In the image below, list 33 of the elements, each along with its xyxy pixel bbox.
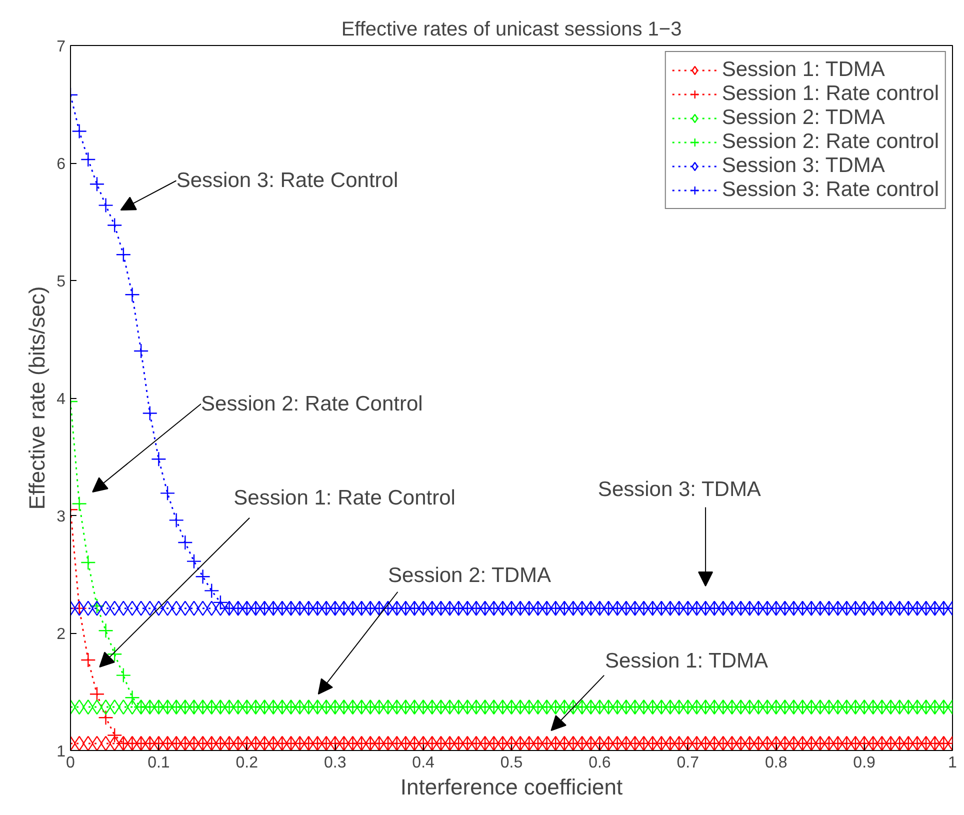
y-tick-label: 6 [56,156,66,173]
x-tick-label: 0.7 [676,754,700,772]
y-tick-label: 7 [56,38,66,56]
y-tick-label: 3 [56,508,66,526]
annotation: Session 3: TDMA [598,478,761,502]
annotation: Session 2: TDMA [388,564,552,587]
x-tick-label: 0.4 [412,754,435,772]
x-tick-label: 1 [948,754,958,772]
x-tick-label: 0 [66,754,76,772]
x-tick-label: 0.8 [764,754,788,772]
x-tick-label: 0.1 [148,754,170,772]
y-tick-label: 5 [56,274,66,290]
legend-label: Session 1: TDMA [722,58,885,82]
legend-label: Session 2: Rate control [722,130,939,154]
chart-title: Effective rates of unicast sessions 1−3 [341,18,682,40]
x-tick-label: 0.9 [853,754,876,772]
y-tick-label: 1 [56,744,66,760]
annotation: Session 1: Rate Control [234,486,456,510]
legend-label: Session 3: Rate control [722,178,939,202]
legend-label: Session 3: TDMA [722,154,885,178]
x-tick-label: 0.5 [500,754,523,772]
y-axis-title: Effective rate (bits/sec) [24,286,50,510]
x-tick-label: 0.3 [324,754,346,772]
annotation: Session 3: Rate Control [176,169,398,192]
legend-label: Session 2: TDMA [722,106,885,130]
y-tick-label: 4 [56,391,66,408]
x-tick-label: 0.6 [588,754,611,772]
annotation: Session 1: TDMA [604,650,768,673]
annotation: Session 2: Rate Control [201,392,423,416]
x-axis-title: Interference coefficient [400,774,623,800]
y-tick-label: 2 [56,626,66,643]
x-tick-label: 0.2 [236,754,258,772]
legend-label: Session 1: Rate control [722,82,939,106]
